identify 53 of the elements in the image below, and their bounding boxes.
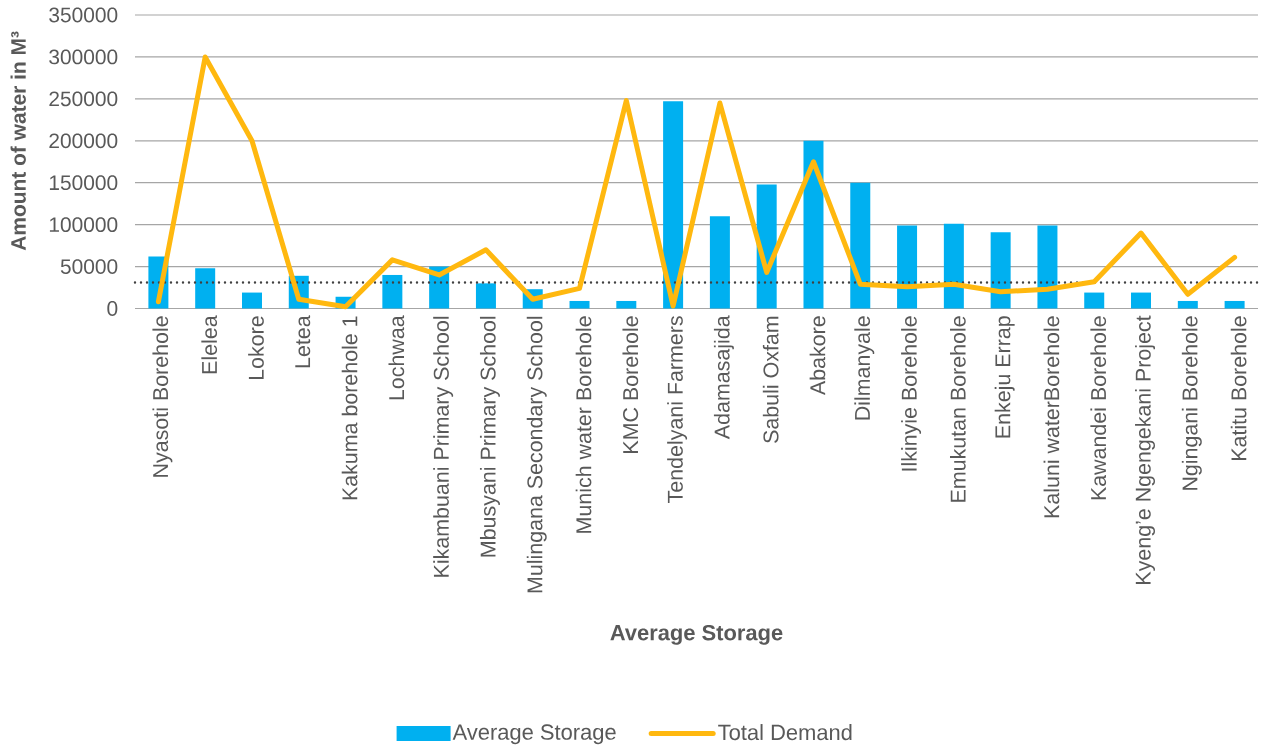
bar bbox=[616, 300, 637, 309]
x-tick-label: Kawandei Borehole bbox=[1090, 316, 1107, 500]
x-tick-label: Ngingani Borehole bbox=[1181, 316, 1202, 490]
bar bbox=[1224, 300, 1245, 309]
y-tick-label: 200000 bbox=[49, 133, 118, 149]
x-tick-label: Elelea bbox=[201, 315, 218, 374]
x-tick-label: Abakore bbox=[809, 316, 826, 396]
x-tick-label: Katitu Borehole bbox=[1230, 316, 1247, 461]
y-tick-label: 150000 bbox=[49, 175, 118, 191]
x-tick-label: Kikambuani Primary School bbox=[433, 316, 454, 577]
legend-label: Total Demand bbox=[718, 724, 852, 741]
x-tick-label: Letea bbox=[295, 315, 311, 368]
y-tick-label: 100000 bbox=[49, 217, 118, 233]
bar bbox=[241, 292, 262, 309]
y-tick-label: 250000 bbox=[49, 91, 118, 107]
bar bbox=[1177, 300, 1198, 309]
x-tick-label: Tendelyani Farmers bbox=[667, 316, 688, 503]
x-tick-label: Sabuli Oxfam bbox=[762, 316, 779, 443]
x-tick-label: Mbusyani Primary School bbox=[479, 316, 500, 557]
y-tick-label: 0 bbox=[107, 301, 118, 316]
bar bbox=[1131, 292, 1152, 309]
y-tick-label: 350000 bbox=[49, 7, 118, 23]
bar bbox=[990, 232, 1011, 309]
x-tick-label: Dilmanyale bbox=[854, 316, 875, 420]
bar bbox=[569, 300, 590, 309]
x-tick-label: Enkeju Errap bbox=[994, 316, 1015, 438]
bar bbox=[1084, 292, 1105, 309]
x-tick-label: Munich water Borehole bbox=[575, 316, 592, 533]
y-tick-label: 300000 bbox=[49, 49, 118, 65]
x-tick-label: Nyasoti Borehole bbox=[152, 316, 173, 477]
bar bbox=[897, 225, 918, 309]
x-tick-label: Kyeng’e Ngengekani Project bbox=[1135, 315, 1156, 584]
x-tick-label: Lochwaa bbox=[388, 315, 405, 400]
legend-label: Average Storage bbox=[452, 724, 616, 745]
x-tick-label: Lokore bbox=[248, 316, 264, 380]
x-tick-label: Adamasajida bbox=[713, 315, 734, 440]
bar bbox=[803, 140, 824, 309]
x-tick-label: Emukutan Borehole bbox=[950, 316, 966, 502]
y-tick-label: 50000 bbox=[60, 259, 118, 274]
bar bbox=[709, 216, 730, 309]
bar bbox=[475, 283, 496, 309]
y-axis-title: Amount of water in M³ bbox=[10, 31, 26, 251]
x-axis-title: Average Storage bbox=[610, 624, 783, 645]
x-tick-label: Kaluni waterBorehole bbox=[1043, 316, 1060, 518]
bar bbox=[195, 268, 216, 309]
bar bbox=[850, 182, 871, 309]
x-tick-label: Kakuma borehole 1 bbox=[341, 316, 358, 500]
x-tick-label: Ilkinyie Borehole bbox=[901, 316, 922, 471]
x-tick-label: KMC Borehole bbox=[622, 316, 639, 453]
bar bbox=[382, 274, 403, 309]
bar bbox=[1037, 225, 1058, 309]
bar bbox=[943, 223, 964, 309]
x-tick-label: Mulingana Secondary School bbox=[526, 316, 547, 593]
